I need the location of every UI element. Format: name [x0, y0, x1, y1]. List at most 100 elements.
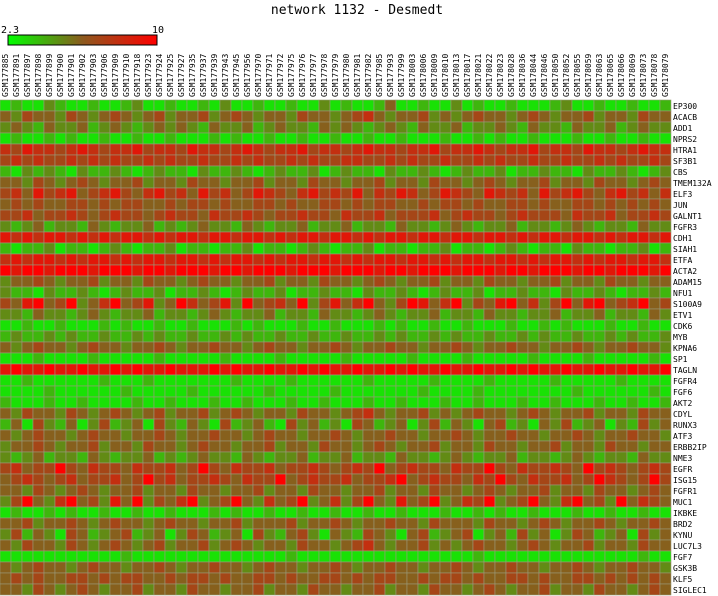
- heatmap-cell: [659, 165, 672, 178]
- heatmap-cell: [307, 99, 320, 112]
- heatmap-cell: [131, 363, 144, 376]
- heatmap-cell: [395, 220, 408, 233]
- heatmap-cell: [153, 539, 166, 552]
- heatmap-cell: [494, 242, 507, 255]
- heatmap-cell: [285, 154, 298, 167]
- heatmap-cell: [252, 407, 265, 420]
- heatmap-cell: [186, 154, 199, 167]
- heatmap-cell: [263, 451, 276, 464]
- heatmap-cell: [131, 198, 144, 211]
- heatmap-cell: [329, 396, 342, 409]
- heatmap-cell: [582, 121, 595, 134]
- heatmap-cell: [263, 517, 276, 530]
- heatmap-cell: [230, 550, 243, 563]
- heatmap-cell: [406, 484, 419, 497]
- heatmap-cell: [76, 539, 89, 552]
- heatmap-cell: [263, 297, 276, 310]
- heatmap-cell: [164, 385, 177, 398]
- heatmap-cell: [43, 154, 56, 167]
- heatmap-cell: [637, 440, 650, 453]
- heatmap-cell: [43, 396, 56, 409]
- heatmap-cell: [615, 374, 628, 387]
- heatmap-cell: [461, 363, 474, 376]
- heatmap-cell: [142, 517, 155, 530]
- heatmap-cell: [340, 517, 353, 530]
- heatmap-cell: [10, 319, 23, 332]
- row-label: NME3: [673, 454, 692, 463]
- heatmap-cell: [197, 209, 210, 222]
- heatmap-cell: [296, 528, 309, 541]
- heatmap-cell: [637, 363, 650, 376]
- heatmap-cell: [87, 539, 100, 552]
- heatmap-cell: [109, 385, 122, 398]
- heatmap-cell: [527, 550, 540, 563]
- heatmap-cell: [285, 297, 298, 310]
- heatmap-cell: [230, 451, 243, 464]
- heatmap-cell: [615, 418, 628, 431]
- heatmap-cell: [428, 352, 441, 365]
- heatmap-cell: [362, 253, 375, 266]
- heatmap-cell: [241, 297, 254, 310]
- heatmap-cell: [395, 484, 408, 497]
- heatmap-cell: [505, 132, 518, 145]
- heatmap-cell: [318, 264, 331, 277]
- column-label: GSM178078: [650, 53, 659, 97]
- heatmap-cell: [494, 231, 507, 244]
- heatmap-cell: [87, 198, 100, 211]
- heatmap-cell: [538, 209, 551, 222]
- heatmap-cell: [241, 264, 254, 277]
- heatmap-cell: [615, 132, 628, 145]
- heatmap-cell: [351, 209, 364, 222]
- heatmap-cell: [615, 550, 628, 563]
- heatmap-cell: [571, 275, 584, 288]
- heatmap-cell: [318, 374, 331, 387]
- heatmap-cell: [175, 132, 188, 145]
- heatmap-cell: [373, 484, 386, 497]
- heatmap-cell: [142, 451, 155, 464]
- heatmap-cell: [307, 330, 320, 343]
- heatmap-cell: [395, 539, 408, 552]
- heatmap-cell: [384, 473, 397, 486]
- heatmap-cell: [131, 220, 144, 233]
- heatmap-cell: [263, 110, 276, 123]
- heatmap-cell: [439, 132, 452, 145]
- heatmap-cell: [219, 528, 232, 541]
- heatmap-cell: [604, 187, 617, 200]
- heatmap-cell: [120, 99, 133, 112]
- heatmap-cell: [615, 363, 628, 376]
- heatmap-cell: [43, 330, 56, 343]
- heatmap-cell: [384, 418, 397, 431]
- heatmap-cell: [87, 517, 100, 530]
- heatmap-cell: [351, 572, 364, 585]
- heatmap-cell: [472, 396, 485, 409]
- heatmap-cell: [582, 495, 595, 508]
- heatmap-cell: [538, 231, 551, 244]
- heatmap-cell: [241, 121, 254, 134]
- column-label: GSM177903: [89, 53, 98, 97]
- heatmap-cell: [153, 429, 166, 442]
- heatmap-cell: [296, 154, 309, 167]
- heatmap-cell: [626, 506, 639, 519]
- heatmap-cell: [428, 264, 441, 277]
- heatmap-cell: [98, 407, 111, 420]
- heatmap-cell: [395, 561, 408, 574]
- heatmap-cell: [153, 297, 166, 310]
- heatmap-cell: [10, 451, 23, 464]
- heatmap-cell: [560, 264, 573, 277]
- heatmap-cell: [351, 363, 364, 376]
- column-label: GSM177909: [111, 53, 120, 97]
- column-label: GSM178013: [452, 53, 461, 97]
- heatmap-cell: [362, 484, 375, 497]
- heatmap-cell: [615, 308, 628, 321]
- heatmap-cell: [32, 462, 45, 475]
- heatmap-cell: [406, 451, 419, 464]
- heatmap-cell: [65, 319, 78, 332]
- heatmap-cell: [505, 506, 518, 519]
- heatmap-cell: [626, 495, 639, 508]
- heatmap-cell: [604, 176, 617, 189]
- heatmap-cell: [175, 198, 188, 211]
- heatmap-cell: [274, 440, 287, 453]
- heatmap-cell: [582, 374, 595, 387]
- heatmap-cell: [208, 198, 221, 211]
- heatmap-cell: [329, 165, 342, 178]
